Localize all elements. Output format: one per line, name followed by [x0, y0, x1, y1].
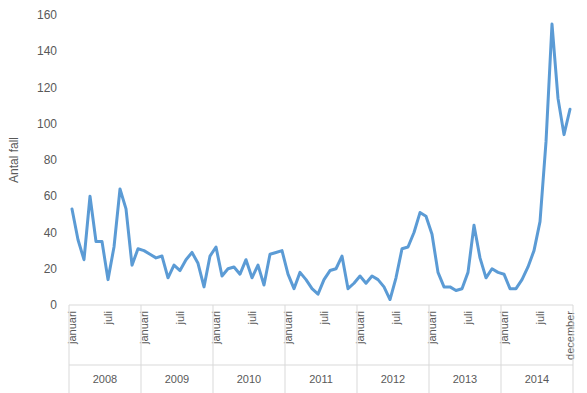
- y-tick-label: 80: [44, 153, 58, 167]
- group-separator: [213, 305, 214, 393]
- x-tick-label: juli: [102, 311, 114, 325]
- y-tick-label: 140: [37, 44, 57, 58]
- y-tick: [68, 196, 69, 197]
- x-tick-label: januari: [282, 311, 294, 345]
- group-separator: [501, 305, 502, 393]
- year-label: 2014: [525, 373, 549, 385]
- y-tick: [68, 123, 69, 124]
- y-tick-label: 20: [44, 262, 58, 276]
- x-tick-label: december: [564, 311, 576, 360]
- y-tick: [68, 51, 69, 52]
- y-tick-label: 120: [37, 81, 57, 95]
- x-tick-label: juli: [318, 311, 330, 325]
- x-tick-label: juli: [390, 311, 402, 325]
- group-separator: [285, 305, 286, 393]
- y-tick: [68, 232, 69, 233]
- x-tick-label: januari: [138, 311, 150, 345]
- group-separator: [573, 305, 574, 393]
- y-tick: [68, 160, 69, 161]
- x-tick-label: januari: [354, 311, 366, 345]
- x-tick-label: juli: [462, 311, 474, 325]
- year-label: 2010: [237, 373, 261, 385]
- chart-container: 0 20 40 60 80 100 120 140 160 Antal fall januari ju…: [0, 0, 587, 393]
- group-separator: [69, 305, 70, 393]
- y-tick: [68, 268, 69, 269]
- year-label: 2011: [309, 373, 333, 385]
- data-line: [72, 24, 570, 300]
- group-separator: [429, 305, 430, 393]
- x-tick-label: januari: [498, 311, 510, 345]
- x-tick-label: juli: [246, 311, 258, 325]
- chart-svg: 0 20 40 60 80 100 120 140 160 Antal fall januari ju…: [0, 0, 587, 393]
- y-tick: [68, 15, 69, 16]
- group-divider: [69, 365, 573, 366]
- y-tick: [68, 87, 69, 88]
- group-separator: [141, 305, 142, 393]
- y-tick-label: 40: [44, 226, 58, 240]
- x-tick-label: januari: [210, 311, 222, 345]
- y-tick-label: 100: [37, 117, 57, 131]
- x-tick-label: januari: [426, 311, 438, 345]
- y-tick-label: 160: [37, 8, 57, 22]
- year-label: 2009: [165, 373, 189, 385]
- y-tick-label: 0: [50, 298, 57, 312]
- x-tick-label: juli: [534, 311, 546, 325]
- x-axis-line: [69, 305, 573, 306]
- x-tick-label: juli: [174, 311, 186, 325]
- year-label: 2012: [381, 373, 405, 385]
- y-tick-label: 60: [44, 189, 58, 203]
- y-axis-title: Antal fall: [7, 137, 21, 183]
- year-label: 2013: [453, 373, 477, 385]
- year-label: 2008: [93, 373, 117, 385]
- plot-area: [72, 24, 570, 300]
- x-tick-label: januari: [66, 311, 78, 345]
- group-separator: [357, 305, 358, 393]
